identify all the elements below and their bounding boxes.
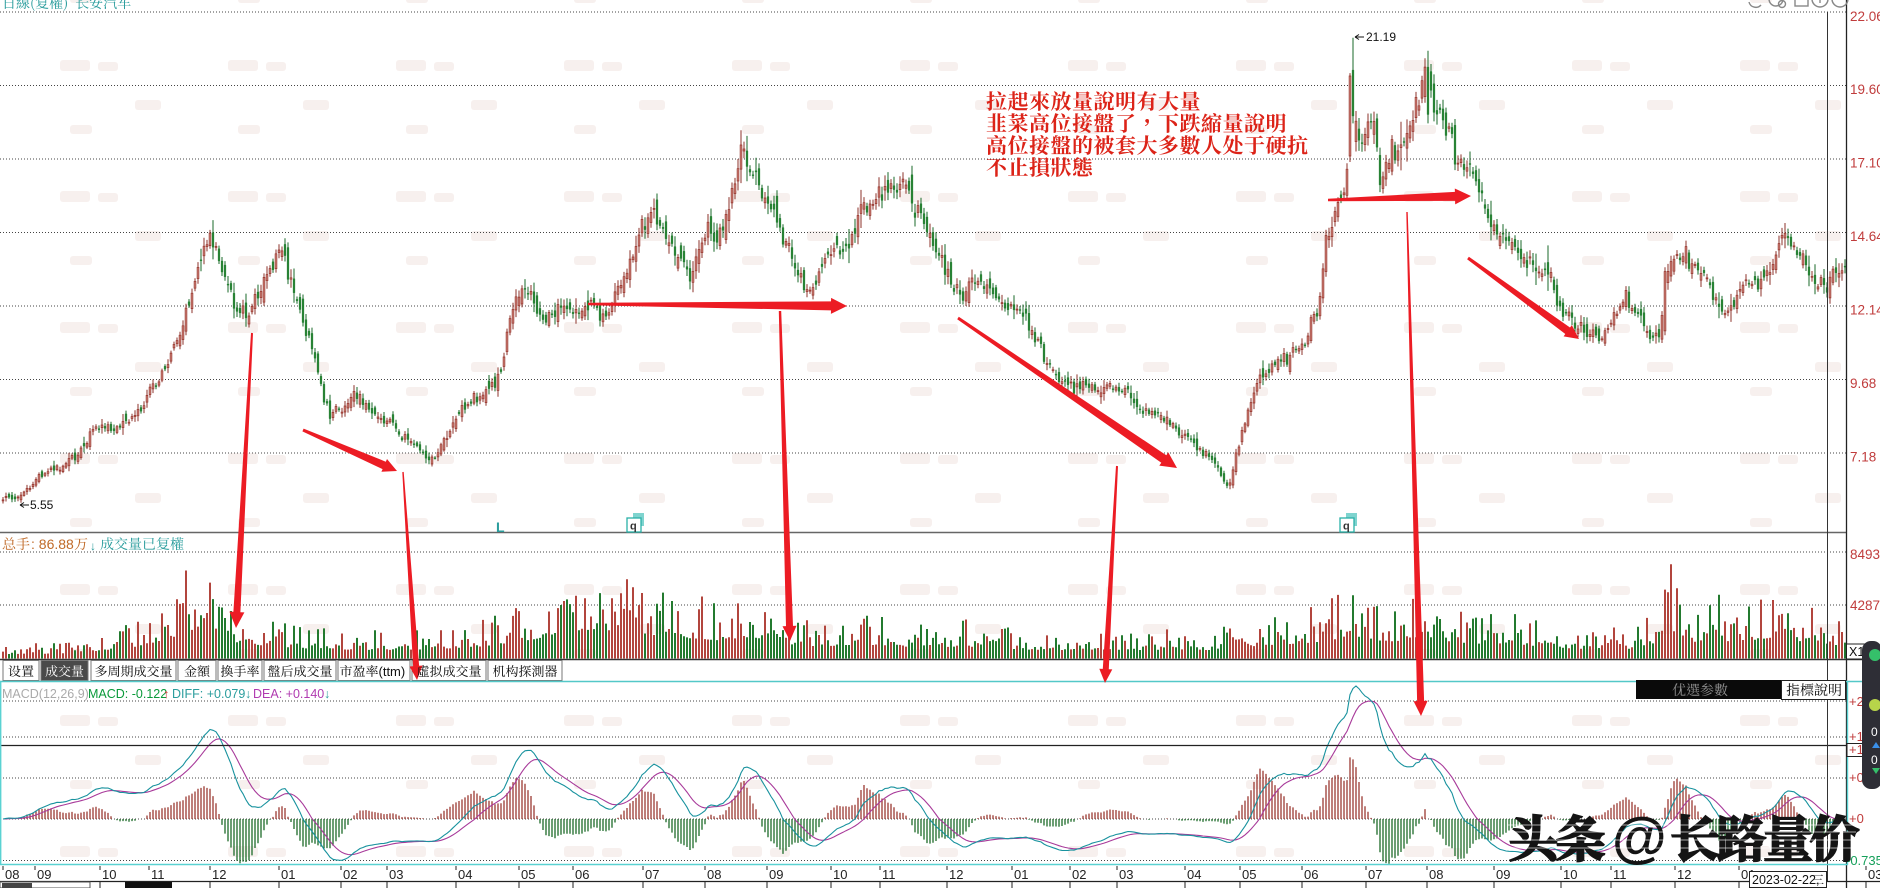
svg-text:08: 08 xyxy=(5,867,19,882)
svg-text:09: 09 xyxy=(1496,867,1510,882)
svg-text:14.64: 14.64 xyxy=(1850,229,1880,244)
svg-text:07: 07 xyxy=(1368,867,1382,882)
svg-text:04: 04 xyxy=(1187,867,1201,882)
svg-text:q: q xyxy=(630,521,637,533)
svg-text:12: 12 xyxy=(949,867,963,882)
svg-text:06: 06 xyxy=(575,867,589,882)
svg-text:10: 10 xyxy=(102,867,116,882)
svg-text:0: 0 xyxy=(1871,725,1878,739)
svg-text:03: 03 xyxy=(1868,867,1880,882)
svg-text:06: 06 xyxy=(1304,867,1318,882)
svg-text:11: 11 xyxy=(151,867,165,882)
svg-text:05: 05 xyxy=(1242,867,1256,882)
svg-text:: 86.88: : 86.88 xyxy=(31,536,74,552)
svg-text:5.55: 5.55 xyxy=(30,498,54,512)
svg-text:↓: ↓ xyxy=(324,687,330,701)
svg-text:9.68: 9.68 xyxy=(1850,376,1876,391)
svg-text:12.14: 12.14 xyxy=(1850,303,1880,318)
svg-text:MACD(12,26,9): MACD(12,26,9) xyxy=(2,687,89,701)
svg-text:02: 02 xyxy=(343,867,357,882)
svg-text:10: 10 xyxy=(1563,867,1577,882)
svg-text:08: 08 xyxy=(1429,867,1443,882)
svg-text:12: 12 xyxy=(212,867,226,882)
svg-text:L: L xyxy=(496,519,505,535)
svg-text:2023-02-22,: 2023-02-22, xyxy=(1752,873,1819,887)
svg-text:DEA: +0.140: DEA: +0.140 xyxy=(253,687,324,701)
svg-text:08: 08 xyxy=(707,867,721,882)
svg-text:05: 05 xyxy=(521,867,535,882)
svg-text:+1: +1 xyxy=(1849,729,1864,744)
svg-text:03: 03 xyxy=(1119,867,1133,882)
svg-text:10: 10 xyxy=(833,867,847,882)
svg-text:02: 02 xyxy=(1072,867,1086,882)
svg-text:12: 12 xyxy=(1677,867,1691,882)
svg-text:-0.735: -0.735 xyxy=(1846,853,1880,868)
svg-text:19.60: 19.60 xyxy=(1850,82,1880,97)
svg-text:↓: ↓ xyxy=(90,539,96,553)
svg-text:↓: ↓ xyxy=(245,687,251,701)
svg-text:4287: 4287 xyxy=(1850,598,1880,613)
svg-text:03: 03 xyxy=(389,867,403,882)
svg-text:11: 11 xyxy=(1613,867,1627,882)
svg-text:8493: 8493 xyxy=(1850,547,1880,562)
svg-text:07: 07 xyxy=(645,867,659,882)
svg-text:04: 04 xyxy=(458,867,472,882)
svg-text:17.10: 17.10 xyxy=(1850,156,1880,171)
svg-text:21.19: 21.19 xyxy=(1366,30,1396,44)
svg-text:09: 09 xyxy=(37,867,51,882)
svg-text:q: q xyxy=(1343,521,1350,533)
svg-text:7.18: 7.18 xyxy=(1850,450,1876,465)
svg-text:DIFF: +0.079: DIFF: +0.079 xyxy=(172,687,245,701)
svg-text:↑: ↑ xyxy=(163,687,169,701)
svg-text:MACD: -0.122: MACD: -0.122 xyxy=(88,687,167,701)
svg-text:+0: +0 xyxy=(1849,811,1864,826)
svg-text:@: @ xyxy=(1612,805,1667,868)
svg-text:01: 01 xyxy=(1014,867,1028,882)
svg-text:(ttm): (ttm) xyxy=(379,664,406,679)
svg-text:01: 01 xyxy=(281,867,295,882)
svg-text:0: 0 xyxy=(1871,753,1878,767)
svg-text:11: 11 xyxy=(882,867,896,882)
svg-text:22.06: 22.06 xyxy=(1850,9,1880,24)
svg-text:09: 09 xyxy=(769,867,783,882)
